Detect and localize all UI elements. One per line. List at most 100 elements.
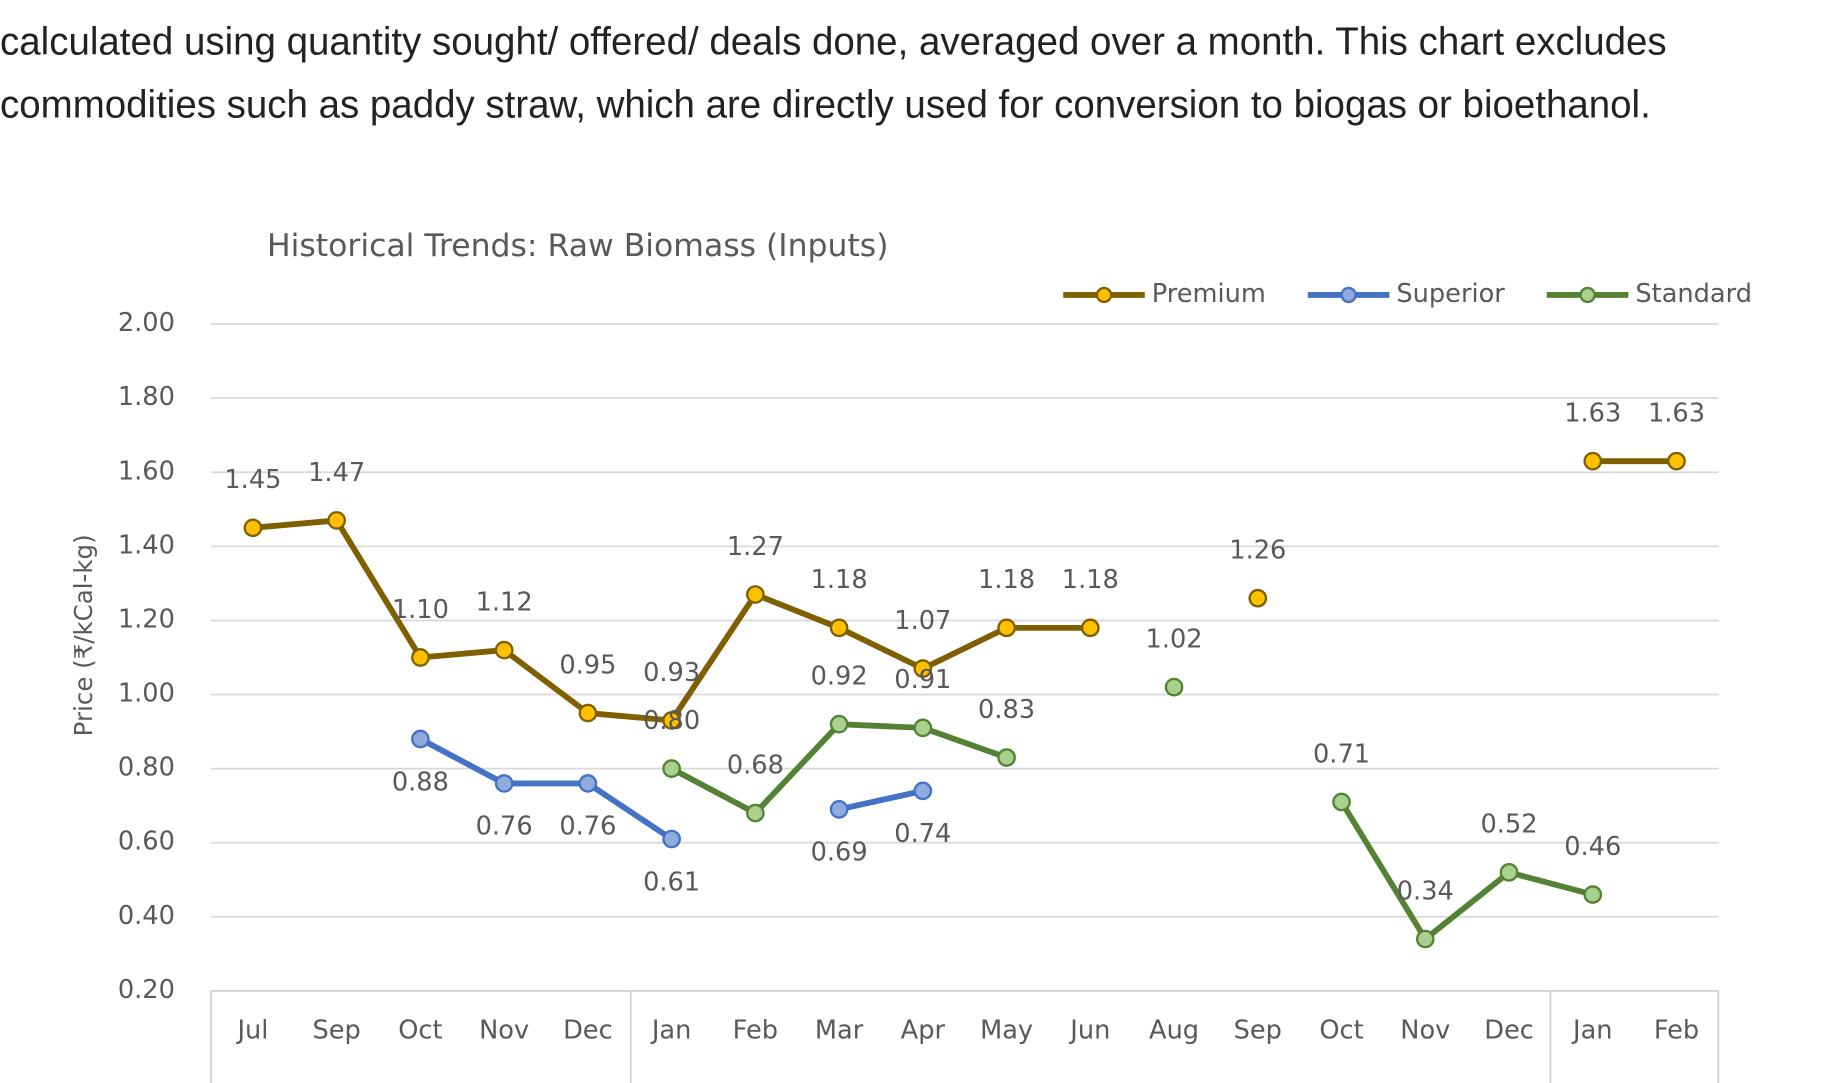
axis-frame xyxy=(210,990,1720,1083)
data-point xyxy=(746,585,765,604)
series-line xyxy=(419,736,924,842)
legend-marker xyxy=(1340,286,1357,304)
data-point xyxy=(1667,451,1686,471)
data-label: 1.02 xyxy=(1146,624,1203,654)
data-label: 1.07 xyxy=(894,606,951,636)
data-point xyxy=(746,803,765,823)
data-label: 0.76 xyxy=(559,812,616,842)
data-label: 0.93 xyxy=(643,658,700,688)
chart-title: Historical Trends: Raw Biomass (Inputs) xyxy=(267,228,888,264)
y-tick-label: 0.80 xyxy=(118,753,175,783)
intro-line: calculated using quantity sought/ offere… xyxy=(0,20,1667,63)
x-tick-label: Jul xyxy=(235,1016,268,1046)
x-tick-label: Nov xyxy=(1400,1016,1450,1046)
x-tick-label: Feb xyxy=(733,1016,778,1046)
data-point xyxy=(327,511,346,530)
x-tick-label: Oct xyxy=(1319,1016,1363,1046)
x-tick-label: Oct xyxy=(398,1016,442,1046)
data-label: 0.69 xyxy=(811,838,868,868)
data-label: 1.63 xyxy=(1648,399,1705,429)
data-point xyxy=(1248,588,1268,608)
data-label: 1.47 xyxy=(308,458,365,488)
series-line xyxy=(670,721,1594,942)
legend-label: Standard xyxy=(1635,279,1752,309)
data-label: 0.76 xyxy=(476,812,533,842)
data-point xyxy=(1583,451,1603,471)
y-tick-label: 1.00 xyxy=(118,679,175,709)
data-label: 1.27 xyxy=(727,532,784,562)
x-tick-label: Sep xyxy=(312,1016,360,1046)
data-point xyxy=(411,648,430,667)
y-tick-label: 1.20 xyxy=(118,604,175,634)
data-point xyxy=(1415,929,1435,949)
data-point xyxy=(1499,863,1519,882)
x-tick-label: May xyxy=(980,1016,1033,1046)
data-point xyxy=(913,781,933,801)
data-label: 1.18 xyxy=(811,565,868,595)
data-label: 0.61 xyxy=(643,867,700,897)
y-axis-label: Price (₹/kCal-kg) xyxy=(69,534,98,736)
data-label: 0.88 xyxy=(392,767,449,797)
data-point xyxy=(411,729,430,749)
legend-label: Premium xyxy=(1152,279,1266,309)
data-label: 0.91 xyxy=(894,665,951,695)
y-tick-label: 1.80 xyxy=(118,382,175,412)
x-tick-label: Feb xyxy=(1654,1016,1699,1046)
data-point xyxy=(494,774,514,793)
x-tick-label: Apr xyxy=(901,1016,946,1046)
data-label: 0.34 xyxy=(1397,876,1454,906)
data-point xyxy=(243,518,263,538)
legend-label: Superior xyxy=(1396,279,1505,309)
data-point xyxy=(829,618,849,638)
data-label: 0.83 xyxy=(978,695,1035,725)
y-tick-label: 1.40 xyxy=(118,530,175,560)
y-tick-label: 1.60 xyxy=(118,456,175,486)
legend-marker xyxy=(1579,286,1596,304)
data-point xyxy=(1583,885,1603,904)
data-point xyxy=(997,618,1016,638)
x-tick-label: Dec xyxy=(1484,1016,1534,1046)
data-label: 1.63 xyxy=(1564,399,1621,429)
x-tick-label: Jan xyxy=(650,1016,692,1046)
data-point xyxy=(578,703,598,723)
data-point xyxy=(662,829,681,849)
data-point xyxy=(997,748,1016,767)
data-label: 1.18 xyxy=(1062,565,1119,595)
data-label: 0.92 xyxy=(811,662,868,692)
data-point xyxy=(1080,618,1100,638)
y-tick-label: 2.00 xyxy=(118,308,175,338)
x-tick-label: Sep xyxy=(1234,1016,1282,1046)
data-point xyxy=(494,640,514,660)
data-label: 0.80 xyxy=(643,706,700,736)
data-label: 1.45 xyxy=(224,465,281,495)
data-point xyxy=(829,714,849,734)
data-label: 1.26 xyxy=(1229,536,1286,566)
data-label: 0.68 xyxy=(727,750,784,780)
y-tick-label: 0.40 xyxy=(118,901,175,931)
data-point xyxy=(829,800,849,819)
data-point xyxy=(913,718,933,738)
data-label: 0.95 xyxy=(559,650,616,680)
series-line xyxy=(252,458,1677,724)
data-point xyxy=(662,759,681,778)
data-label: 1.12 xyxy=(476,587,533,617)
data-label: 0.46 xyxy=(1564,832,1621,862)
data-label: 1.10 xyxy=(392,595,449,625)
data-label: 1.18 xyxy=(978,565,1035,595)
x-tick-label: Jun xyxy=(1068,1016,1110,1046)
x-tick-label: Jan xyxy=(1571,1016,1613,1046)
x-tick-label: Dec xyxy=(563,1016,613,1046)
x-tick-label: Aug xyxy=(1149,1016,1199,1046)
data-point xyxy=(662,711,681,730)
data-point xyxy=(1332,792,1351,812)
data-point xyxy=(913,659,933,678)
y-tick-label: 0.20 xyxy=(118,975,175,1005)
data-label: 0.71 xyxy=(1313,739,1370,769)
legend-marker xyxy=(1095,286,1113,304)
x-tick-label: Mar xyxy=(815,1016,864,1046)
data-label: 0.74 xyxy=(894,819,951,849)
data-point xyxy=(1164,677,1184,697)
data-label: 0.52 xyxy=(1480,810,1537,840)
